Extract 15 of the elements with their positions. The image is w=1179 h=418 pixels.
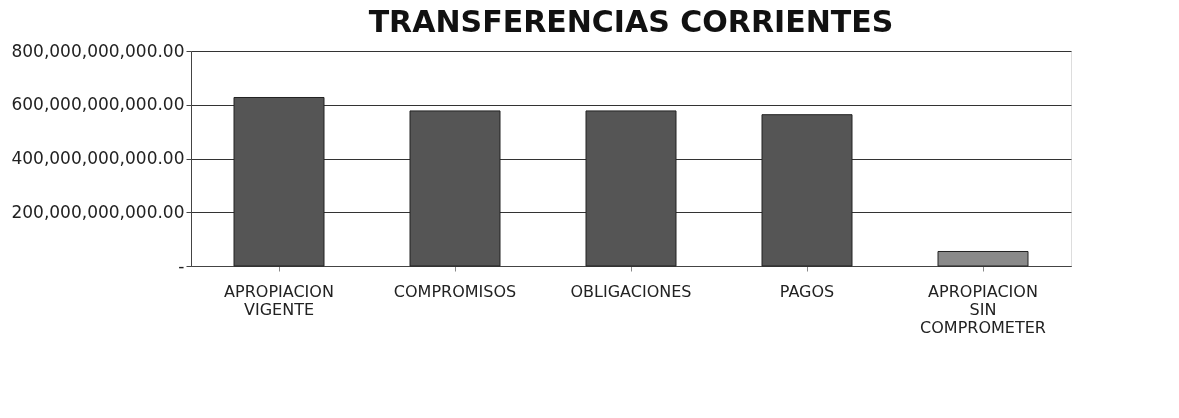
y-tick-label: 200,000,000,000.00 <box>11 201 185 222</box>
bar <box>761 114 853 267</box>
bar <box>585 110 677 267</box>
x-tick-label: OBLIGACIONES <box>570 281 692 301</box>
y-tick-label: 400,000,000,000.00 <box>11 148 185 168</box>
bar <box>409 110 501 267</box>
x-tick-label: APROPIACION SIN COMPROMETER <box>920 281 1046 337</box>
x-tick-label: APROPIACION VIGENTE <box>224 281 334 319</box>
x-tick-label: COMPROMISOS <box>393 281 517 301</box>
x-tick-label: PAGOS <box>779 281 835 301</box>
y-tick-label: 800,000,000,000.00 <box>11 40 185 61</box>
chart-title: TRANSFERENCIAS CORRIENTES <box>368 4 894 39</box>
y-tick-label: - <box>178 255 185 276</box>
bar <box>233 96 325 267</box>
y-tick-label: 600,000,000,000.00 <box>11 94 185 115</box>
